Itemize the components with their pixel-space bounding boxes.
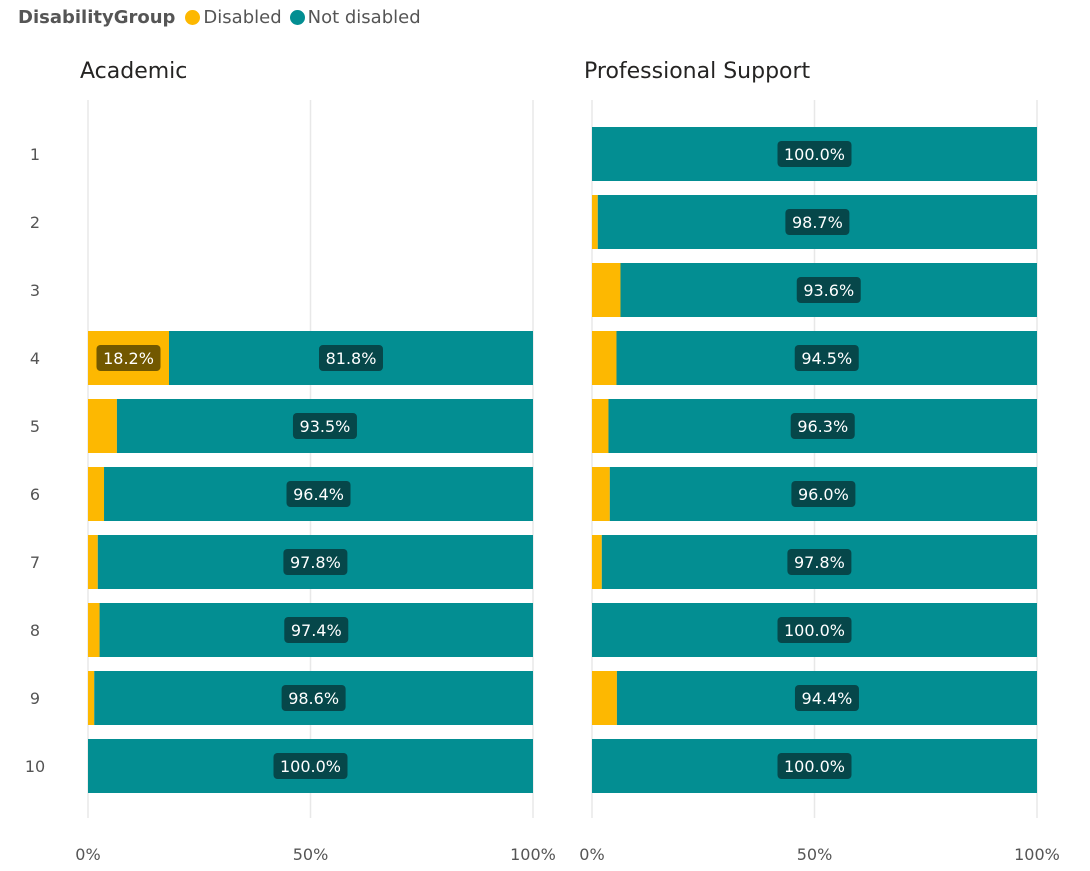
data-label-bg xyxy=(273,753,348,779)
data-label-bg xyxy=(96,345,161,371)
legend-label: Not disabled xyxy=(307,7,421,28)
data-label-bg xyxy=(791,481,856,507)
bar-disabled xyxy=(88,671,95,725)
data-label-bg xyxy=(790,413,855,439)
data-label-bg xyxy=(787,549,852,575)
data-label-bg xyxy=(318,345,383,371)
x-tick-label: 50% xyxy=(797,845,833,864)
bar-disabled xyxy=(88,535,98,589)
bar-disabled xyxy=(592,263,621,317)
panel-academic: Academic 0% 50% 100% 18.2% 81.8% 93.5% 96.4% 97.… xyxy=(75,59,556,864)
y-tick-label: 9 xyxy=(30,689,40,708)
bar-disabled xyxy=(592,535,602,589)
legend: DisabilityGroup Disabled Not disabled xyxy=(18,7,429,28)
data-label: 18.2% xyxy=(103,349,154,368)
bar-disabled xyxy=(592,671,617,725)
legend-item-not-disabled[interactable]: Not disabled xyxy=(289,7,421,28)
bar-disabled xyxy=(592,331,617,385)
data-label: 97.8% xyxy=(290,553,341,572)
legend-dot-icon xyxy=(289,10,305,25)
x-tick-label: 100% xyxy=(510,845,556,864)
data-label: 93.5% xyxy=(300,417,351,436)
y-tick-label: 5 xyxy=(30,417,40,436)
x-tick-label: 0% xyxy=(579,845,604,864)
data-label: 96.0% xyxy=(798,485,849,504)
data-label-bg xyxy=(785,209,850,235)
y-tick-label: 10 xyxy=(25,757,45,776)
data-label: 100.0% xyxy=(784,757,845,776)
y-tick-label: 7 xyxy=(30,553,40,572)
data-label: 97.8% xyxy=(794,553,845,572)
data-label: 96.3% xyxy=(797,417,848,436)
legend-title: DisabilityGroup xyxy=(18,7,176,28)
data-label: 81.8% xyxy=(326,349,377,368)
legend-label: Disabled xyxy=(203,7,282,28)
x-tick-label: 100% xyxy=(1014,845,1060,864)
panel-professional-support: Professional Support 0% 50% 100% 100.0% 98.7%… xyxy=(579,59,1060,864)
bar-disabled xyxy=(88,399,117,453)
data-label-bg xyxy=(777,753,852,779)
data-label: 100.0% xyxy=(784,145,845,164)
data-label-bg xyxy=(794,685,859,711)
data-label: 97.4% xyxy=(291,621,342,640)
y-tick-label: 3 xyxy=(30,281,40,300)
y-tick-label: 4 xyxy=(30,349,40,368)
data-label: 100.0% xyxy=(280,757,341,776)
data-label-bg xyxy=(796,277,861,303)
data-label-bg xyxy=(777,141,852,167)
data-label-bg xyxy=(286,481,351,507)
data-label-bg xyxy=(794,345,859,371)
x-tick-label: 50% xyxy=(293,845,329,864)
data-label-bg xyxy=(292,413,357,439)
data-label: 93.6% xyxy=(803,281,854,300)
data-label-bg xyxy=(281,685,346,711)
data-label: 100.0% xyxy=(784,621,845,640)
x-tick-label: 0% xyxy=(75,845,100,864)
data-label: 94.4% xyxy=(802,689,853,708)
bar-disabled xyxy=(592,399,609,453)
panel-title: Academic xyxy=(80,59,187,84)
bar-disabled xyxy=(592,467,610,521)
bar-disabled xyxy=(88,467,105,521)
legend-dot-icon xyxy=(185,10,201,25)
bar-disabled xyxy=(88,603,100,657)
data-label: 98.6% xyxy=(288,689,339,708)
bar-disabled xyxy=(592,195,598,249)
y-tick-label: 2 xyxy=(30,213,40,232)
legend-item-disabled[interactable]: Disabled xyxy=(185,7,282,28)
panel-title: Professional Support xyxy=(584,59,811,84)
y-tick-label: 1 xyxy=(30,145,40,164)
data-label: 96.4% xyxy=(293,485,344,504)
data-label: 98.7% xyxy=(792,213,843,232)
data-label-bg xyxy=(283,549,348,575)
data-label: 94.5% xyxy=(801,349,852,368)
data-label-bg xyxy=(777,617,852,643)
data-label-bg xyxy=(284,617,349,643)
y-tick-label: 6 xyxy=(30,485,40,504)
y-tick-label: 8 xyxy=(30,621,40,640)
